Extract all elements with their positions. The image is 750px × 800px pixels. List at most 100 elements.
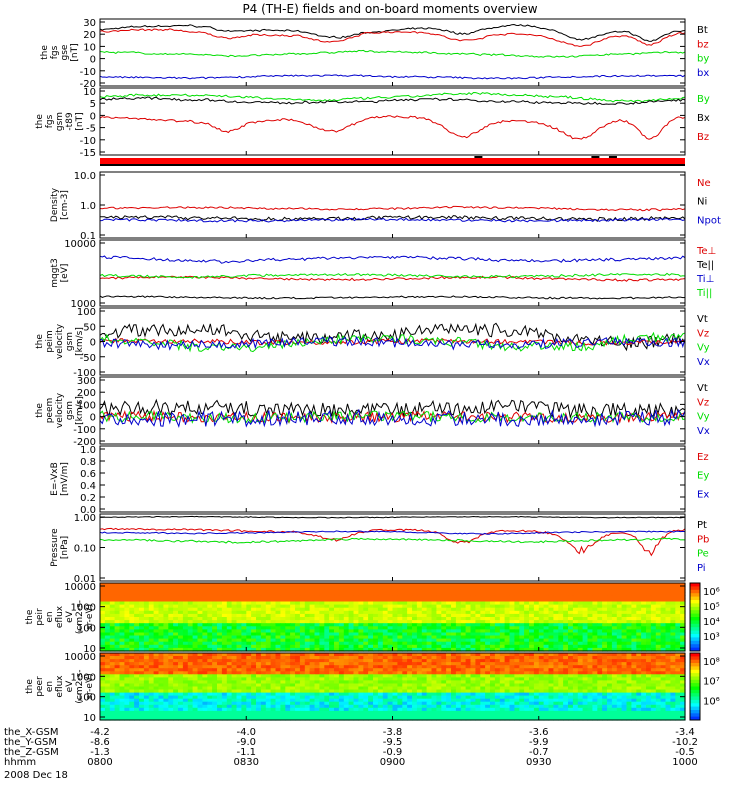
heatmap-cell: [114, 671, 121, 675]
heatmap-cell: [114, 683, 121, 688]
heatmap-cell: [153, 686, 160, 691]
heatmap-cell: [602, 626, 608, 630]
heatmap-cell: [304, 683, 311, 688]
heatmap-cell: [324, 610, 330, 615]
heatmap-cell: [377, 595, 384, 600]
heatmap-cell: [446, 598, 452, 603]
heatmap-cell: [650, 586, 657, 590]
heatmap-cell: [631, 647, 637, 652]
heatmap-cell: [109, 698, 116, 703]
heatmap-cell: [646, 665, 652, 669]
heatmap-cell: [221, 610, 228, 615]
heatmap-cell: [387, 620, 394, 624]
heatmap-cell: [416, 613, 423, 618]
heatmap-cell: [226, 680, 233, 684]
heatmap-cell: [616, 662, 623, 666]
heatmap-cell: [607, 629, 613, 634]
heatmap-cell: [236, 623, 242, 627]
heatmap-cell: [270, 656, 277, 660]
heatmap-cell: [407, 695, 413, 700]
heatmap-cell: [246, 598, 252, 603]
heatmap-cell: [275, 674, 281, 678]
heatmap-cell: [558, 626, 564, 630]
heatmap-cell: [124, 592, 130, 596]
heatmap-cell: [275, 583, 281, 587]
heatmap-cell: [563, 698, 569, 703]
heatmap-cell: [451, 610, 457, 615]
heatmap-cell: [153, 620, 160, 624]
heatmap-cell: [680, 659, 686, 663]
heatmap-cell: [397, 671, 403, 675]
heatmap-cell: [104, 598, 111, 603]
heatmap-cell: [455, 683, 462, 688]
heatmap-cell: [446, 607, 452, 612]
heatmap-cell: [119, 689, 125, 694]
heatmap-cell: [124, 695, 130, 700]
heatmap-cell: [577, 668, 584, 672]
heatmap-cell: [641, 626, 647, 630]
heatmap-cell: [329, 662, 335, 666]
heatmap-cell: [114, 689, 121, 694]
heatmap-cell: [650, 617, 657, 621]
heatmap-cell: [334, 635, 340, 640]
heatmap-cell: [178, 662, 184, 666]
heatmap-cell: [665, 644, 671, 649]
heatmap-cell: [246, 641, 252, 646]
heatmap-cell: [441, 683, 447, 688]
y-tick-label: 0: [90, 111, 96, 122]
heatmap-cell: [368, 638, 374, 643]
heatmap-cell: [324, 641, 330, 646]
heatmap-cell: [616, 689, 623, 694]
heatmap-cell: [129, 583, 135, 587]
heatmap-cell: [611, 662, 618, 666]
heatmap-cell: [646, 695, 652, 700]
heatmap-cell: [212, 632, 218, 637]
heatmap-cell: [221, 601, 228, 606]
heatmap-cell: [675, 617, 681, 621]
heatmap-cell: [509, 620, 515, 624]
heatmap-cell: [680, 662, 686, 666]
heatmap-cell: [641, 620, 647, 624]
heatmap-cell: [636, 647, 642, 652]
heatmap-cell: [416, 601, 423, 606]
heatmap-cell: [251, 595, 257, 600]
heatmap-cell: [631, 629, 637, 634]
heatmap-cell: [275, 607, 281, 612]
y-tick-label: -10: [80, 67, 96, 78]
heatmap-cell: [577, 629, 584, 634]
heatmap-cell: [143, 704, 150, 709]
heatmap-cell: [202, 692, 208, 697]
heatmap-cell: [392, 583, 398, 587]
heatmap-cell: [412, 623, 418, 627]
heatmap-cell: [124, 653, 130, 657]
heatmap-cell: [441, 604, 447, 609]
heatmap-cell: [295, 668, 301, 672]
heatmap-cell: [621, 695, 628, 700]
heatmap-cell: [265, 665, 272, 669]
heatmap-cell: [475, 586, 481, 590]
heatmap-cell: [309, 671, 316, 675]
heatmap-cell: [441, 680, 447, 684]
heatmap-cell: [168, 598, 174, 603]
heatmap-cell: [582, 620, 589, 624]
heatmap-cell: [382, 635, 389, 640]
heatmap-cell: [499, 668, 506, 672]
heatmap-cell: [548, 692, 554, 697]
heatmap-cell: [309, 623, 316, 627]
heatmap-cell: [597, 586, 603, 590]
heatmap-cell: [631, 644, 637, 649]
heatmap-cell: [299, 626, 306, 630]
heatmap-cell: [392, 632, 398, 637]
heatmap-cell: [616, 698, 623, 703]
heatmap-cell: [558, 668, 564, 672]
heatmap-cell: [553, 592, 559, 596]
heatmap-cell: [275, 589, 281, 593]
heatmap-cell: [280, 641, 286, 646]
heatmap-cell: [348, 647, 355, 652]
heatmap-cell: [114, 626, 121, 630]
heatmap-cell: [441, 674, 447, 678]
legend-Bx: Bx: [697, 113, 710, 124]
heatmap-cell: [197, 592, 203, 596]
heatmap-cell: [217, 629, 223, 634]
heatmap-cell: [519, 683, 525, 688]
